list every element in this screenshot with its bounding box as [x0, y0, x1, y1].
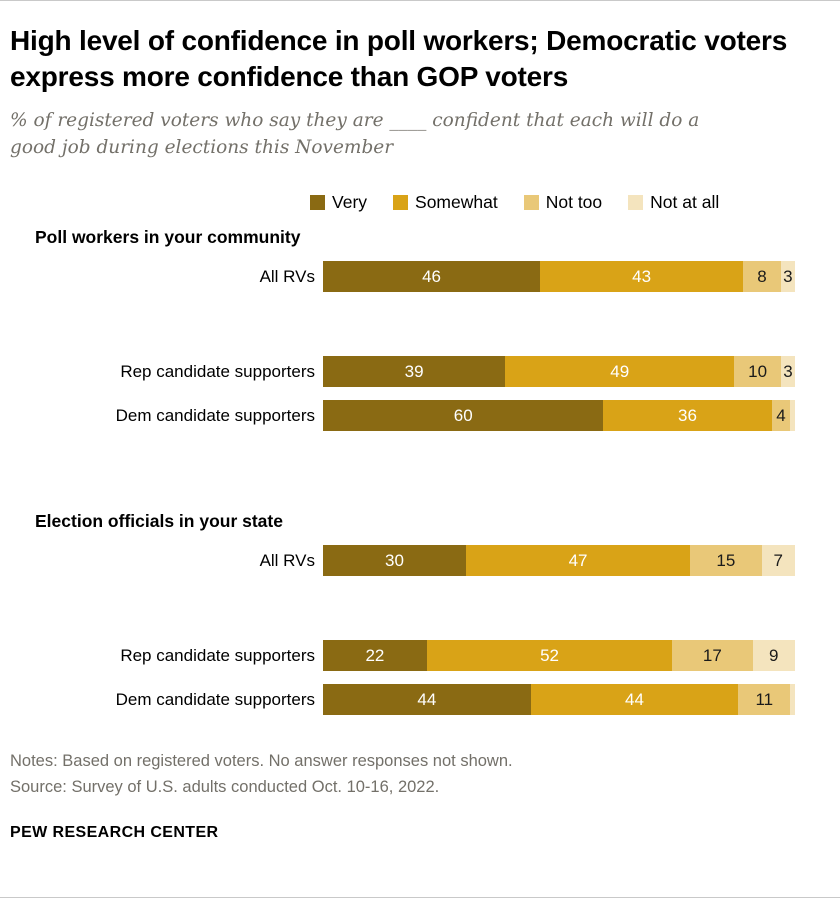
stacked-bar: 44 44 11	[323, 684, 795, 716]
bar-segment-somewhat: 44	[530, 684, 739, 716]
legend-swatch-not-at-all	[628, 195, 644, 211]
legend-item-somewhat: Somewhat	[393, 192, 498, 213]
legend-swatch-somewhat	[393, 195, 409, 211]
legend-item-not-at-all: Not at all	[628, 192, 719, 213]
bar-segment-very: 46	[323, 261, 541, 293]
chart-row-dem-candidate-supporters: Dem candidate supporters 60 36 4	[10, 400, 830, 432]
legend-label-not-too: Not too	[545, 192, 603, 213]
bar-segment-not-too: 4	[771, 400, 791, 432]
source-line: Source: Survey of U.S. adults conducted …	[10, 777, 440, 796]
legend-label-very: Very	[332, 192, 368, 213]
bar-segment-not-too: 17	[672, 640, 753, 672]
bar-segment-not-at-all	[790, 684, 795, 716]
bar-segment-not-too: 10	[734, 356, 781, 388]
bar-segment-very: 60	[323, 400, 604, 432]
bar-segment-very: 22	[323, 640, 427, 672]
bar-segment-not-at-all: 7	[761, 545, 795, 577]
brand-label: PEW RESEARCH CENTER	[10, 824, 219, 842]
legend-item-very: Very	[310, 192, 367, 213]
row-label: All RVs	[259, 550, 315, 570]
bar-segment-very: 39	[323, 356, 506, 388]
row-label: Dem candidate supporters	[115, 405, 315, 425]
stacked-bar: 22 52 17 9	[323, 640, 795, 672]
bar-segment-not-too: 8	[743, 261, 781, 293]
chart-group-election-officials-in-your-state: Election officials in your state All RVs 3…	[10, 511, 830, 716]
bar-segment-somewhat: 36	[603, 400, 772, 432]
chart-subtitle: % of registered voters who say they are …	[10, 109, 700, 159]
legend-label-somewhat: Somewhat	[415, 192, 498, 213]
bar-segment-not-at-all: 3	[780, 356, 795, 388]
chart-row-all-rvs: All RVs 30 47 15 7	[10, 545, 830, 577]
chart-row-all-rvs: All RVs 46 43 8 3	[10, 261, 830, 293]
stacked-bar: 60 36 4	[323, 400, 795, 432]
legend-item-not-too: Not too	[523, 192, 603, 213]
legend-swatch-not-too	[523, 195, 539, 211]
row-label: Dem candidate supporters	[115, 689, 315, 709]
bar-segment-somewhat: 47	[466, 545, 691, 577]
top-divider	[0, 0, 840, 1]
chart-notes: Notes: Based on registered voters. No an…	[10, 749, 830, 800]
bar-segment-not-at-all	[790, 400, 795, 432]
stacked-bar: 30 47 15 7	[323, 545, 795, 577]
bar-segment-not-too: 15	[690, 545, 762, 577]
chart-row-rep-candidate-supporters: Rep candidate supporters 22 52 17 9	[10, 640, 830, 672]
stacked-bar-chart: Poll workers in your community All RVs 46 4…	[10, 213, 830, 716]
row-label: All RVs	[259, 266, 315, 286]
chart-row-dem-candidate-supporters: Dem candidate supporters 44 44 11	[10, 684, 830, 716]
group-title-poll-workers-in-your-community: Poll workers in your community	[35, 227, 301, 248]
stacked-bar: 39 49 10 3	[323, 356, 795, 388]
legend-swatch-very	[310, 195, 325, 211]
row-label: Rep candidate supporters	[120, 361, 315, 381]
bar-segment-somewhat: 49	[505, 356, 735, 388]
bar-segment-somewhat: 52	[426, 640, 673, 672]
notes-line: Notes: Based on registered voters. No an…	[10, 752, 513, 771]
chart-legend: Very Somewhat Not too Not at all	[310, 192, 830, 213]
bar-segment-somewhat: 43	[540, 261, 744, 293]
stacked-bar: 46 43 8 3	[323, 261, 795, 293]
bar-segment-very: 44	[323, 684, 531, 716]
group-title-election-officials-in-your-state: Election officials in your state	[35, 511, 283, 532]
chart-row-rep-candidate-supporters: Rep candidate supporters 39 49 10 3	[10, 356, 830, 388]
bar-segment-not-too: 11	[738, 684, 791, 716]
row-label: Rep candidate supporters	[120, 645, 315, 665]
chart-group-poll-workers-in-your-community: Poll workers in your community All RVs 46 4…	[10, 227, 830, 432]
legend-label-not-at-all: Not at all	[650, 192, 720, 213]
chart-title: High level of confidence in poll workers…	[10, 25, 788, 92]
bar-segment-not-at-all: 3	[780, 261, 795, 293]
bar-segment-very: 30	[323, 545, 467, 577]
bar-segment-not-at-all: 9	[752, 640, 795, 672]
